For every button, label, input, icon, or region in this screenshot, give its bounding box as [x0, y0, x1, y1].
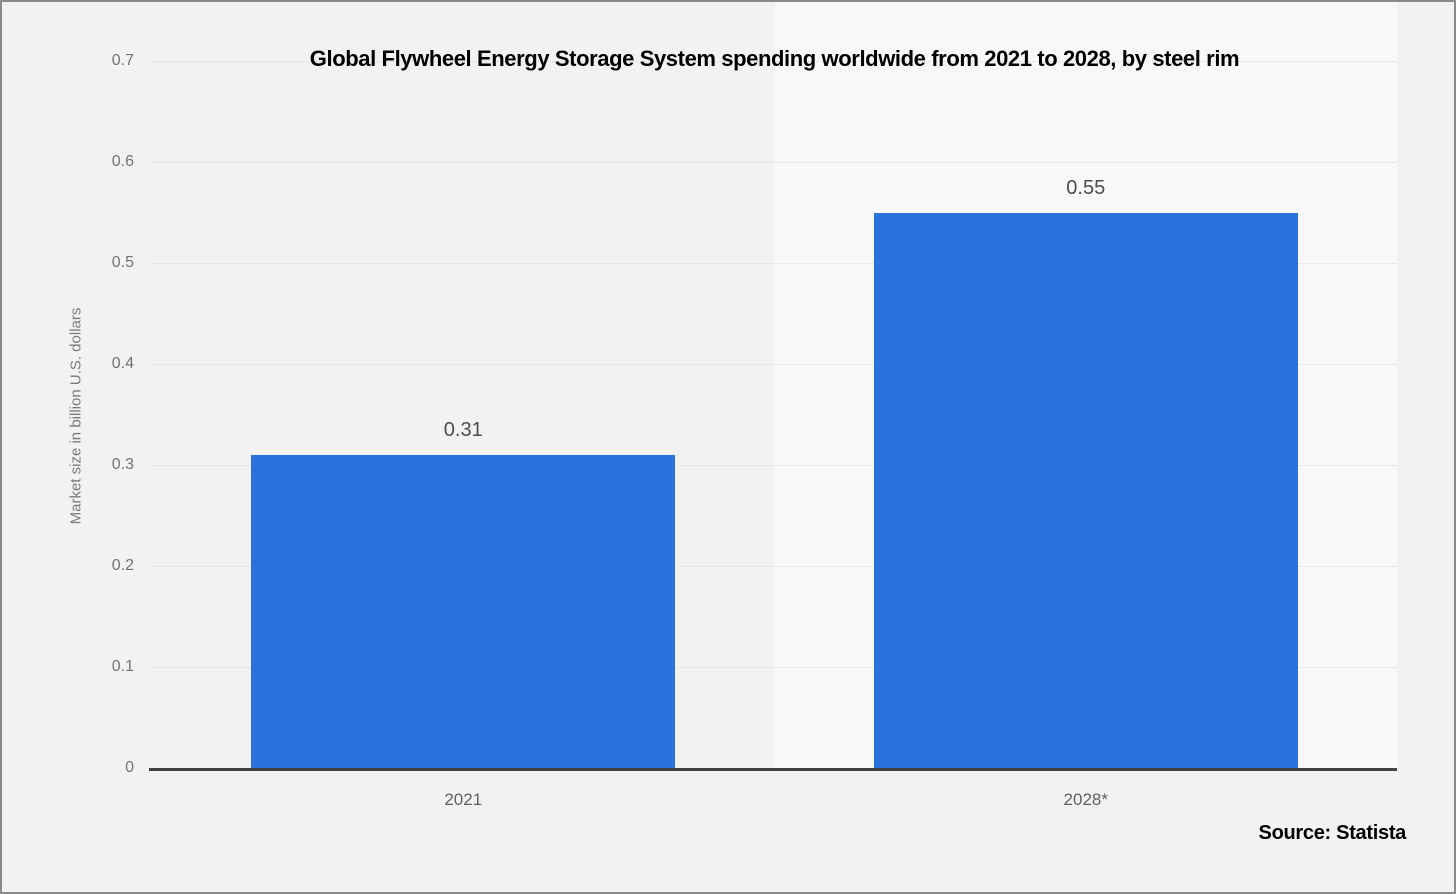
y-tick-label: 0.2	[111, 557, 134, 574]
y-tick-label: 0.3	[111, 456, 134, 473]
source-note: Source: Statista	[1258, 822, 1407, 844]
gridline	[152, 364, 1397, 365]
gridline	[152, 566, 1397, 567]
bar-value-label: 0.31	[443, 418, 483, 441]
gridline	[152, 667, 1397, 668]
y-tick-label: 0.6	[111, 153, 134, 170]
x-axis-line	[149, 768, 1397, 771]
bar-2021[interactable]	[251, 454, 676, 768]
chart-title: Global Flywheel Energy Storage System sp…	[309, 46, 1240, 71]
gridline	[152, 61, 1397, 62]
y-tick-label: 0.4	[111, 355, 134, 372]
y-axis-title: Market size in billion U.S. dollars	[67, 307, 85, 525]
y-tick-label: 0	[125, 759, 134, 776]
gridline	[152, 162, 1397, 163]
x-tick-label: 2028*	[1063, 790, 1108, 809]
gridline	[152, 263, 1397, 264]
bar-value-label: 0.55	[1066, 176, 1106, 199]
x-tick-label: 2021	[444, 790, 483, 809]
y-tick-label: 0.1	[111, 658, 134, 675]
y-tick-label: 0.5	[111, 254, 134, 271]
y-tick-label: 0.7	[111, 52, 134, 69]
bar-2028*[interactable]	[873, 212, 1298, 768]
gridline	[152, 465, 1397, 466]
